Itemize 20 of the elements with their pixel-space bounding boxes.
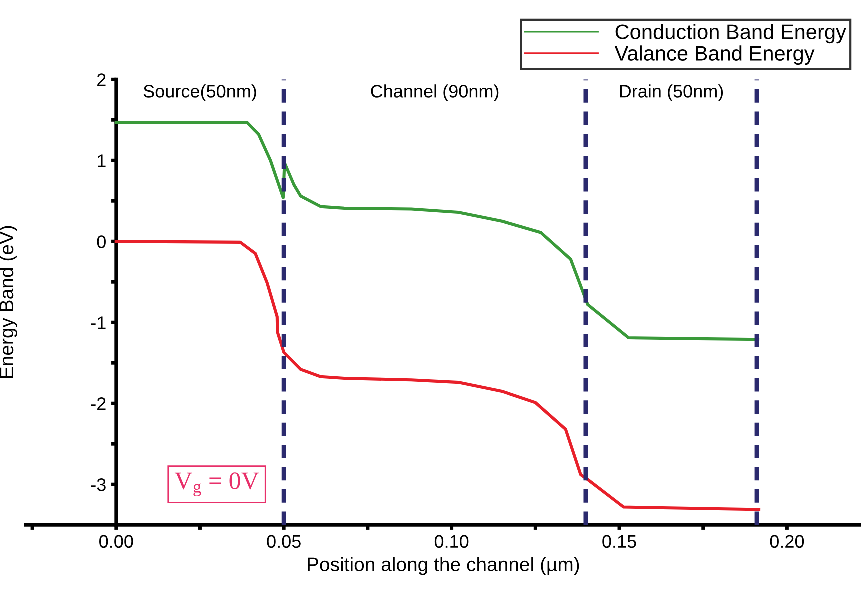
- legend-label: Valance Band Energy: [614, 46, 815, 66]
- line-series: [114, 121, 760, 342]
- y-tick-label: -1: [91, 316, 106, 330]
- y-tick-label: 2: [98, 74, 106, 86]
- y-tick-label: 0: [97, 236, 106, 248]
- line-series: [114, 240, 761, 512]
- x-tick-label: 0.20: [770, 535, 804, 548]
- y-tick-label: 1: [98, 154, 106, 168]
- x-tick-label: 0.10: [434, 535, 469, 548]
- annotation: Drain (50nm): [620, 84, 724, 102]
- x-axis-title: Position along the channel (µm): [308, 557, 580, 576]
- annotation: Source(50nm): [144, 84, 256, 102]
- x-tick-label: 0.00: [100, 535, 134, 548]
- x-tick-label: 0.15: [602, 535, 636, 548]
- y-tick-label: -2: [91, 398, 106, 410]
- annotation: Channel (90nm): [371, 84, 499, 102]
- legend-label: Conduction Band Energy: [616, 24, 846, 44]
- y-tick-label: -3: [91, 478, 106, 492]
- annotation: V$_{g}$ = 0V: [174, 472, 260, 496]
- x-tick-label: 0.05: [267, 535, 301, 548]
